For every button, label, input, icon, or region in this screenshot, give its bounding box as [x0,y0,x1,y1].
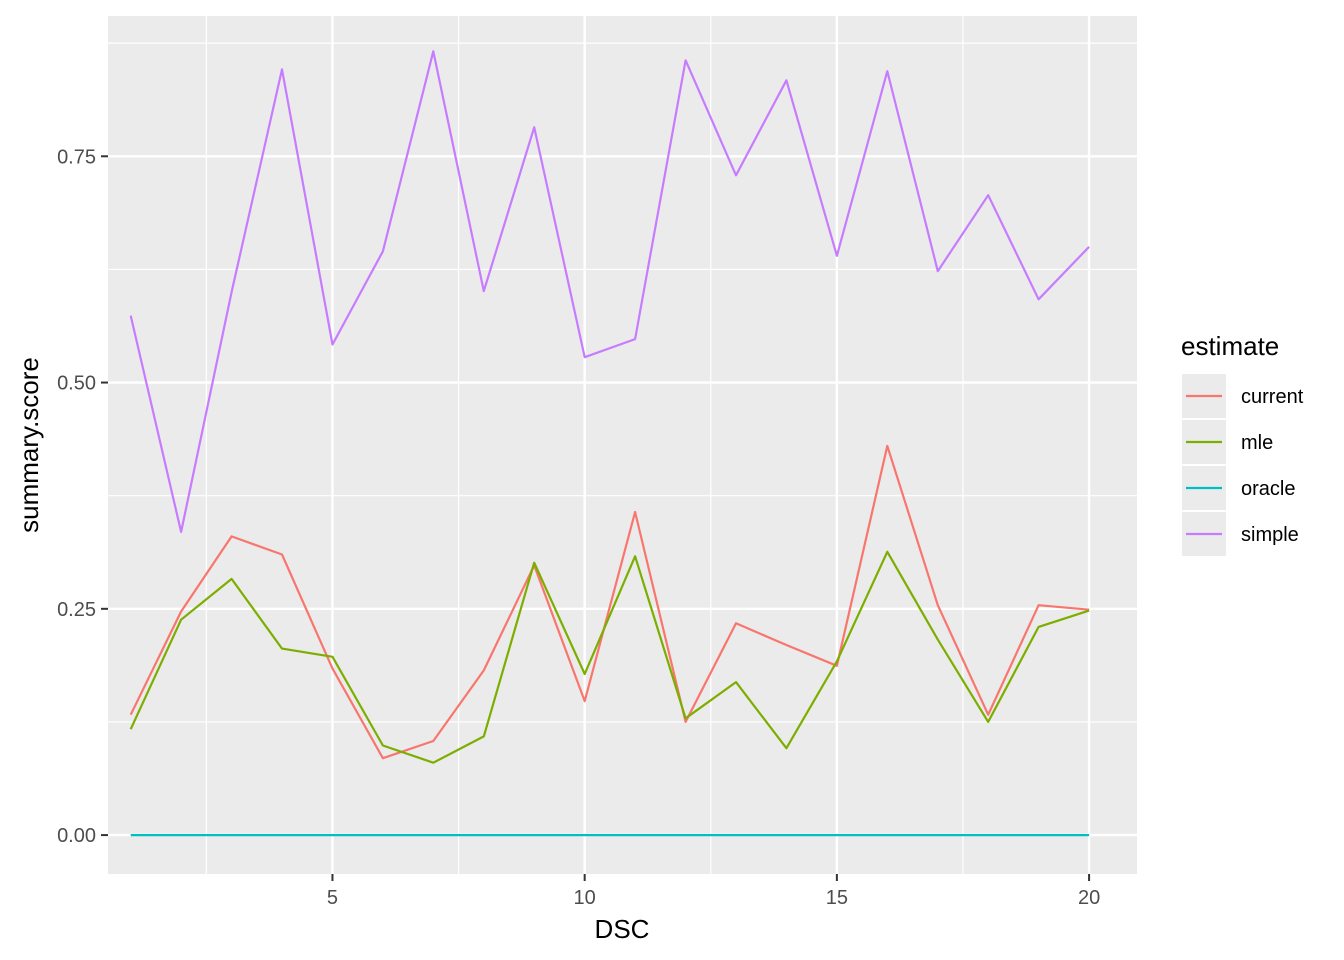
panel-background [108,16,1137,874]
legend-title: estimate [1181,331,1279,361]
legend-label-oracle: oracle [1241,478,1295,500]
x-tick-label: 15 [826,887,848,909]
x-tick-label: 10 [574,887,596,909]
series-line-simple [129,50,1090,534]
series-lines [129,50,1090,837]
y-axis: 0.00 0.25 0.50 0.75 [57,146,108,847]
x-tick-label: 5 [327,887,338,909]
legend: estimate current mle oracle simple [1181,331,1304,556]
y-tick-label: 0.50 [57,373,96,395]
y-tick-label: 0.00 [57,825,96,847]
y-tick-label: 0.25 [57,599,96,621]
x-axis: 5 10 15 20 [327,874,1100,909]
y-tick-label: 0.75 [57,146,96,168]
legend-label-simple: simple [1241,524,1299,546]
legend-label-mle: mle [1241,432,1273,454]
y-axis-title: summary.score [14,357,44,533]
minor-gridlines [108,16,1137,874]
legend-label-current: current [1241,386,1304,408]
x-axis-title: DSC [595,914,650,944]
series-line-current [129,444,1090,760]
series-line-mle [129,550,1090,764]
x-tick-label: 20 [1078,887,1100,909]
